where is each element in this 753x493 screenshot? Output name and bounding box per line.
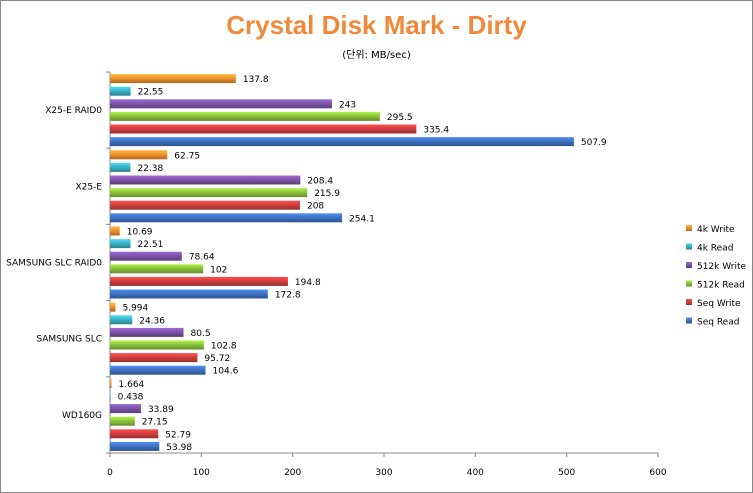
bar xyxy=(110,239,131,249)
legend-label: 512k Write xyxy=(697,262,746,272)
bar xyxy=(110,289,268,299)
legend-swatch xyxy=(686,262,692,268)
data-label: 80.5 xyxy=(191,329,211,339)
chart-title: Crystal Disk Mark - Dirty xyxy=(226,10,527,40)
data-label: 27.15 xyxy=(142,418,168,428)
data-label: 22.38 xyxy=(137,164,163,174)
data-label: 10.69 xyxy=(127,228,153,238)
bar xyxy=(110,150,168,160)
data-label: 95.72 xyxy=(204,354,230,364)
x-tick-label: 300 xyxy=(375,468,392,478)
category-label: X25-E xyxy=(75,182,102,192)
data-label: 335.4 xyxy=(423,126,449,136)
data-label: 78.64 xyxy=(189,253,215,263)
x-tick-label: 0 xyxy=(107,468,113,478)
data-label: 208.4 xyxy=(307,177,333,187)
bar xyxy=(110,416,135,426)
data-label: 24.36 xyxy=(139,316,165,326)
bar xyxy=(110,162,131,172)
bar xyxy=(110,378,112,388)
bar xyxy=(110,391,111,401)
bar xyxy=(110,302,116,312)
legend-swatch xyxy=(686,225,692,231)
bar xyxy=(110,188,308,198)
data-label: 507.9 xyxy=(581,138,607,148)
bar xyxy=(110,175,301,185)
bar xyxy=(110,200,300,210)
x-tick-label: 100 xyxy=(193,468,210,478)
chart-subtitle: (단위: MB/sec) xyxy=(342,50,411,61)
legend-label: Seq Write xyxy=(697,299,741,309)
legend-swatch xyxy=(686,243,692,250)
legend-swatch xyxy=(686,299,692,305)
bar xyxy=(110,315,133,325)
bar xyxy=(110,226,120,236)
data-label: 52.79 xyxy=(165,430,191,440)
data-label: 1.664 xyxy=(119,380,145,390)
data-label: 22.55 xyxy=(138,88,164,98)
bar xyxy=(110,99,332,109)
x-tick-label: 600 xyxy=(649,468,666,478)
data-label: 102.8 xyxy=(211,342,237,352)
legend-label: 4k Read xyxy=(697,244,733,254)
data-label: 62.75 xyxy=(174,151,200,161)
bar xyxy=(110,276,288,286)
category-label: SAMSUNG SLC xyxy=(36,335,102,345)
data-label: 194.8 xyxy=(295,278,321,288)
legend-label: 4k Write xyxy=(697,225,735,235)
data-label: 208 xyxy=(307,202,324,212)
bar xyxy=(110,213,343,223)
data-label: 53.98 xyxy=(166,443,192,453)
data-label: 22.51 xyxy=(138,240,164,250)
bar xyxy=(110,327,184,337)
bar xyxy=(110,441,160,451)
x-tick-label: 500 xyxy=(558,468,575,478)
data-label: 254.1 xyxy=(349,214,375,224)
data-label: 295.5 xyxy=(387,113,413,123)
legend-label: 512k Read xyxy=(697,281,745,291)
legend-label: Seq Read xyxy=(697,318,739,328)
bar xyxy=(110,365,206,375)
data-label: 33.89 xyxy=(148,405,174,415)
bar xyxy=(110,74,236,84)
category-label: X25-E RAID0 xyxy=(45,106,102,116)
data-label: 0.438 xyxy=(118,393,144,403)
bar xyxy=(110,111,380,121)
data-label: 102 xyxy=(210,265,227,275)
data-label: 5.994 xyxy=(122,304,148,314)
x-tick-label: 200 xyxy=(284,468,301,478)
bar xyxy=(110,264,204,274)
bar xyxy=(110,251,182,261)
category-label: SAMSUNG SLC RAID0 xyxy=(6,259,102,269)
bar xyxy=(110,137,574,147)
bar xyxy=(110,429,159,439)
bar xyxy=(110,353,198,363)
bar xyxy=(110,404,141,414)
data-label: 137.8 xyxy=(243,75,269,85)
legend-swatch xyxy=(686,317,692,324)
x-tick-label: 400 xyxy=(467,468,484,478)
bar xyxy=(110,124,417,134)
legend-swatch xyxy=(686,280,692,287)
bar xyxy=(110,340,204,350)
data-label: 215.9 xyxy=(314,189,340,199)
data-label: 172.8 xyxy=(275,291,301,301)
category-label: WD160G xyxy=(62,411,102,421)
data-label: 104.6 xyxy=(213,367,239,377)
data-label: 243 xyxy=(339,100,356,110)
bar xyxy=(110,86,131,96)
